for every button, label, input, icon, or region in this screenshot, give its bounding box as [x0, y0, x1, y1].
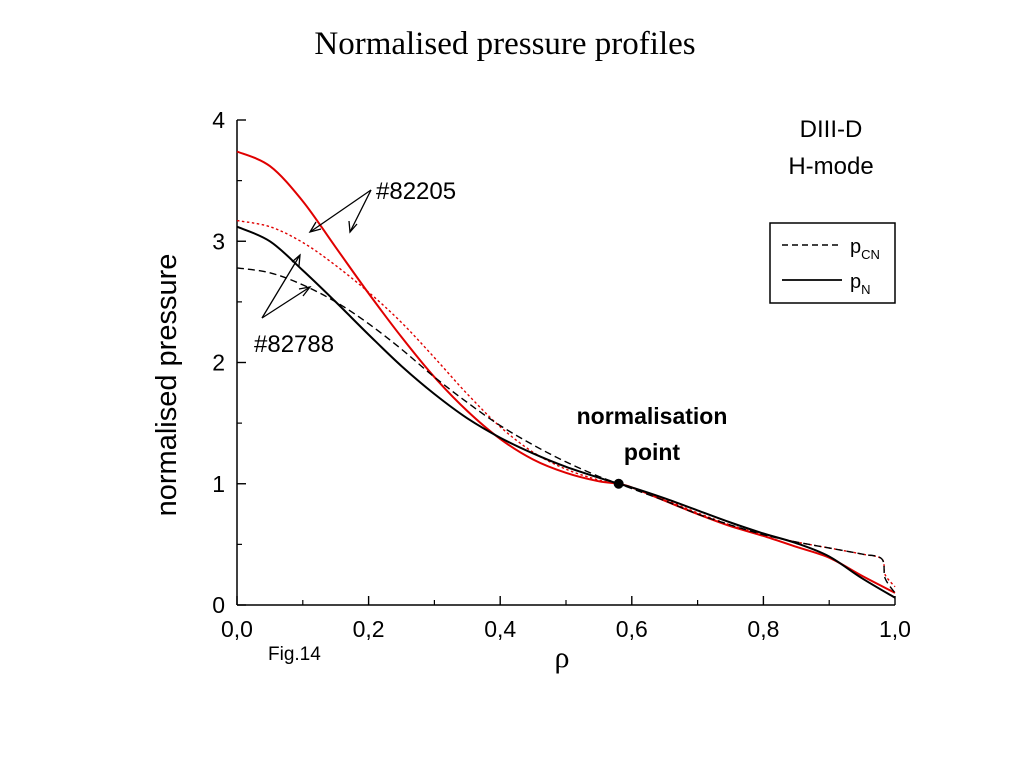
shot-82205-label: #82205	[376, 178, 456, 205]
legend-label-pn: pN	[850, 271, 871, 297]
x-axis-label: ρ	[555, 641, 570, 674]
device-label: DIII-D	[800, 116, 863, 143]
shot-82205-arrow-1	[309, 189, 372, 233]
shot-82205-arrowhead-1	[308, 221, 322, 234]
y-tick-label: 1	[212, 471, 225, 497]
legend-label-pcn-main: p	[850, 236, 861, 258]
chart-title: Normalised pressure profiles	[314, 26, 695, 62]
y-tick-label: 0	[212, 592, 225, 618]
series-line-82788-pcn	[236, 267, 896, 594]
legend-label-pn-sub: N	[861, 282, 870, 297]
y-tick-label: 4	[212, 107, 225, 133]
legend: pCN pN	[769, 222, 896, 304]
shot-82205-arrowhead-2	[348, 220, 358, 234]
normalisation-point-marker	[613, 478, 624, 489]
shot-82788-label: #82788	[254, 331, 334, 358]
y-tick-label: 2	[212, 350, 225, 376]
x-tick-label: 0,2	[353, 616, 385, 642]
figure-label: Fig.14	[268, 644, 321, 665]
legend-label-pcn-sub: CN	[861, 247, 880, 262]
shot-82788-arrow-1	[261, 254, 301, 319]
legend-label-pcn: pCN	[850, 236, 880, 262]
data-series	[236, 150, 896, 599]
x-tick-label: 0,0	[221, 616, 253, 642]
normalisation-label-line1: normalisation	[577, 403, 728, 429]
shot-82788-annotation: #82788	[254, 253, 334, 358]
series-line-82788-pn	[236, 225, 896, 599]
shot-82788-arrowhead-2	[298, 286, 312, 297]
shot-82788-arrow-2	[261, 286, 311, 319]
y-tick-label: 3	[212, 228, 225, 254]
x-tick-label: 0,6	[616, 616, 648, 642]
normalisation-annotation: normalisation point	[577, 403, 728, 489]
mode-label: H-mode	[788, 153, 873, 180]
shot-82205-arrow-2	[349, 189, 372, 233]
shot-82205-annotation: #82205	[308, 178, 456, 234]
x-tick-label: 0,8	[747, 616, 779, 642]
axis-ticks: 0,0 0,2 0,4 0,6 0,8 1,0 0 1 2 3 4	[212, 107, 911, 642]
series-line-82205-pcn	[236, 219, 896, 588]
normalisation-label-line2: point	[624, 439, 681, 465]
y-axis-label: normalised pressure	[151, 254, 183, 517]
plot-frame	[236, 120, 895, 606]
series-line-82205-pn	[236, 150, 896, 594]
x-tick-label: 1,0	[879, 616, 911, 642]
x-tick-label: 0,4	[484, 616, 516, 642]
legend-box	[769, 222, 896, 304]
shot-82788-arrowhead-1	[291, 253, 301, 267]
legend-label-pn-main: p	[850, 271, 861, 293]
